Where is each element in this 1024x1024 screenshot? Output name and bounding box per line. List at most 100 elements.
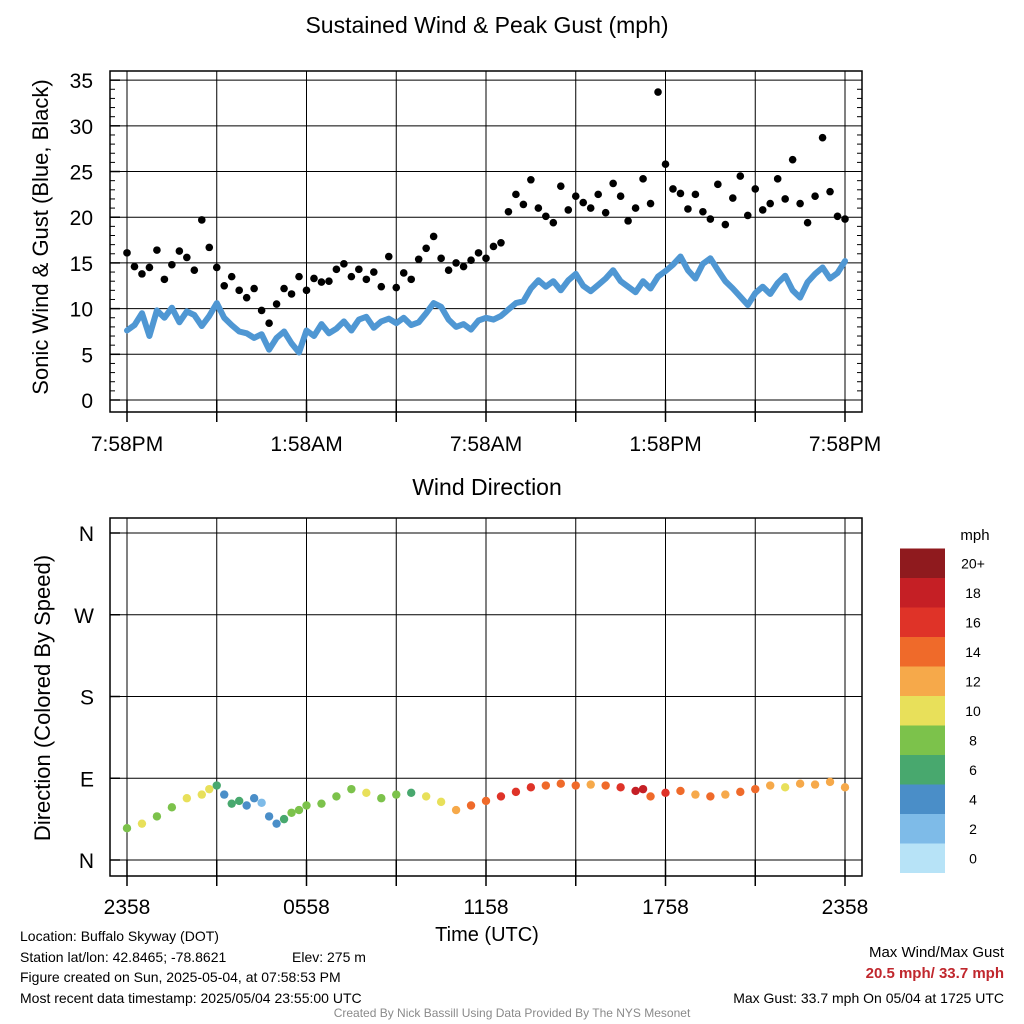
gust-point xyxy=(699,207,707,216)
gust-point xyxy=(542,212,550,221)
gust-point xyxy=(721,220,730,229)
gust-point xyxy=(235,286,243,295)
gust-point xyxy=(631,204,640,212)
gust-point xyxy=(482,254,490,263)
colorbar-swatch xyxy=(900,814,945,844)
direction-point xyxy=(257,798,266,807)
bottom-chart-xlabel: Time (UTC) xyxy=(435,924,539,946)
gust-point xyxy=(197,216,206,224)
gust-point xyxy=(556,182,565,190)
gust-point xyxy=(242,293,251,302)
credit-line: Created By Nick Bassill Using Data Provi… xyxy=(333,1006,691,1020)
gust-point xyxy=(467,256,475,264)
top-chart-grid xyxy=(110,71,862,412)
direction-point xyxy=(721,790,730,799)
direction-point xyxy=(795,779,805,788)
direction-point xyxy=(197,790,206,799)
gust-point xyxy=(272,300,281,308)
gust-point xyxy=(317,278,326,286)
gust-point xyxy=(527,175,535,184)
gust-point xyxy=(826,187,834,196)
direction-point xyxy=(377,794,386,803)
gust-point xyxy=(751,185,760,193)
gust-point xyxy=(384,252,393,261)
direction-point xyxy=(526,783,536,792)
gust-point xyxy=(489,242,498,251)
colorbar-label: 4 xyxy=(969,791,977,807)
direction-point xyxy=(302,801,311,810)
gust-point xyxy=(265,319,273,328)
direction-point xyxy=(362,788,371,797)
colorbar-label: 6 xyxy=(969,762,977,778)
gust-point xyxy=(153,246,161,254)
gust-point xyxy=(654,88,662,96)
direction-point xyxy=(825,777,835,787)
direction-point xyxy=(840,783,850,792)
direction-point xyxy=(234,796,244,806)
direction-point xyxy=(766,781,775,790)
footer-station: Station lat/lon: 42.8465; -78.8621 xyxy=(20,949,227,965)
footer-elevation: Elev: 275 m xyxy=(292,949,366,965)
gust-point xyxy=(340,260,348,268)
gust-point xyxy=(811,192,819,201)
direction-point xyxy=(317,799,326,808)
direction-point xyxy=(661,788,670,797)
gust-point xyxy=(355,265,363,274)
bottom-chart-series xyxy=(122,777,850,833)
gust-point xyxy=(414,255,423,264)
gust-point xyxy=(138,270,146,278)
gust-point xyxy=(534,204,543,212)
gust-point xyxy=(175,247,184,255)
gust-point xyxy=(452,259,460,267)
top-xtick-label: 1:58PM xyxy=(629,433,701,456)
direction-point xyxy=(586,780,595,789)
gust-point xyxy=(437,254,445,263)
top-ytick-label: 10 xyxy=(70,299,93,322)
direction-point xyxy=(347,784,356,794)
gust-point xyxy=(661,160,670,169)
gust-point xyxy=(706,215,715,223)
gust-point xyxy=(123,249,131,257)
gust-point xyxy=(362,275,371,284)
gust-point xyxy=(594,190,602,199)
bottom-ytick-label: N xyxy=(79,850,94,873)
top-xtick-label: 7:58PM xyxy=(809,433,881,456)
gust-point xyxy=(130,262,139,271)
gust-point xyxy=(422,244,430,253)
gust-point xyxy=(669,185,677,193)
gust-point xyxy=(429,232,438,241)
colorbar-label: 16 xyxy=(965,614,981,630)
gust-point xyxy=(743,211,752,220)
direction-point xyxy=(556,779,565,788)
gust-point xyxy=(788,155,797,164)
gust-point xyxy=(332,265,341,274)
direction-point xyxy=(631,786,640,796)
direction-point xyxy=(249,794,259,803)
colorbar-swatch xyxy=(900,725,945,755)
colorbar-label: 10 xyxy=(965,703,981,719)
gust-point xyxy=(280,284,288,293)
direction-point xyxy=(287,808,296,817)
colorbar: 0 2 4 6 8 10 12 14 16 18 20+ xyxy=(900,548,985,873)
direction-point xyxy=(736,787,745,797)
direction-point xyxy=(122,824,132,833)
top-ytick-label: 20 xyxy=(70,207,93,230)
gust-point xyxy=(773,175,782,183)
gust-point xyxy=(287,290,296,298)
gust-point xyxy=(714,180,722,189)
gust-point xyxy=(497,239,505,247)
gust-point xyxy=(564,206,573,214)
gust-point xyxy=(377,282,386,291)
gust-point xyxy=(549,218,558,227)
direction-point xyxy=(332,792,341,801)
top-chart-title: Sustained Wind & Peak Gust (mph) xyxy=(305,12,668,38)
top-xtick-label: 7:58AM xyxy=(450,433,522,456)
top-ytick-label: 25 xyxy=(70,162,93,185)
gust-point xyxy=(758,206,767,214)
direction-point xyxy=(436,797,446,807)
colorbar-label: 18 xyxy=(965,585,981,601)
gust-point xyxy=(227,272,236,281)
direction-point xyxy=(511,787,521,797)
gust-point xyxy=(392,283,401,292)
direction-point xyxy=(810,780,820,789)
